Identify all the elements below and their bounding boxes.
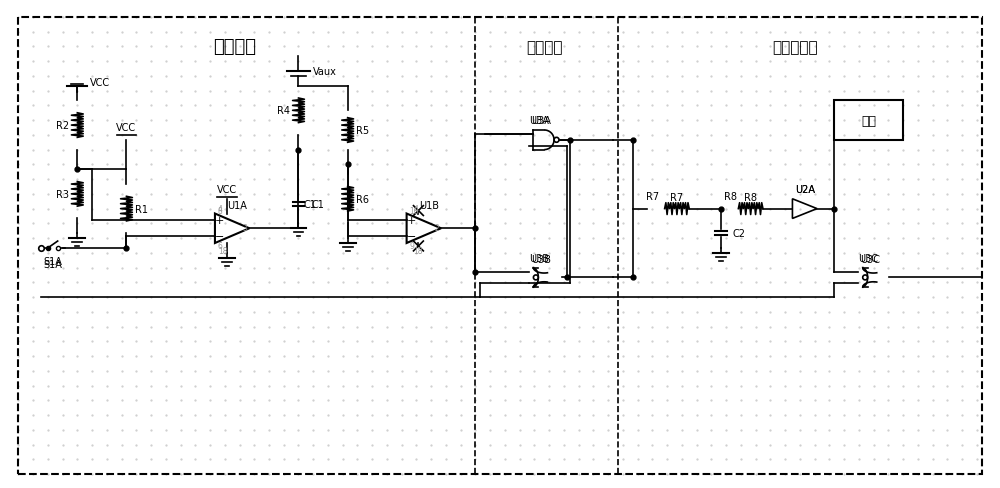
Text: +: + xyxy=(215,216,225,226)
Text: 8: 8 xyxy=(218,207,223,216)
Text: 2: 2 xyxy=(434,224,439,232)
Text: R6: R6 xyxy=(356,194,369,204)
Text: C1: C1 xyxy=(311,199,324,209)
Text: 9: 9 xyxy=(410,242,414,250)
Text: VCC: VCC xyxy=(116,122,137,133)
Text: U3B: U3B xyxy=(529,253,549,263)
Text: −: − xyxy=(215,232,225,242)
Text: R8: R8 xyxy=(744,192,757,203)
Text: R7: R7 xyxy=(646,191,659,202)
Text: R2: R2 xyxy=(56,121,69,131)
Text: U3A: U3A xyxy=(529,116,549,126)
Text: −: − xyxy=(407,232,416,242)
Text: Vaux: Vaux xyxy=(313,67,337,77)
Text: R5: R5 xyxy=(356,126,369,136)
Text: 控制门电路: 控制门电路 xyxy=(772,40,818,55)
Text: 4: 4 xyxy=(413,204,418,214)
Text: R1: R1 xyxy=(135,204,148,214)
Text: 3: 3 xyxy=(243,224,247,232)
Text: 18: 18 xyxy=(413,247,423,256)
Text: 比较监控: 比较监控 xyxy=(213,39,256,56)
Text: S1A: S1A xyxy=(43,256,62,266)
Text: U3C: U3C xyxy=(859,253,879,263)
Text: VCC: VCC xyxy=(90,78,110,88)
Text: U2A: U2A xyxy=(795,184,815,194)
Text: R7: R7 xyxy=(670,192,683,203)
Text: 18: 18 xyxy=(218,247,227,256)
Text: S1A: S1A xyxy=(43,259,62,269)
Text: U1A: U1A xyxy=(227,200,247,210)
Text: 4: 4 xyxy=(218,204,223,214)
Text: 6: 6 xyxy=(218,242,223,250)
Text: C1: C1 xyxy=(304,199,317,209)
Text: U1B: U1B xyxy=(419,200,439,210)
Text: C2: C2 xyxy=(733,229,746,239)
Text: +: + xyxy=(407,216,416,226)
Text: R3: R3 xyxy=(56,189,69,200)
Text: U3B: U3B xyxy=(531,254,551,264)
Text: 复位: 复位 xyxy=(861,114,876,127)
Text: U3C: U3C xyxy=(861,254,881,264)
Text: R4: R4 xyxy=(277,106,290,116)
Text: U3A: U3A xyxy=(531,116,551,126)
Text: VCC: VCC xyxy=(217,184,237,194)
Text: R8: R8 xyxy=(724,191,737,202)
Text: U2A: U2A xyxy=(795,184,815,194)
Text: 10: 10 xyxy=(410,207,419,216)
Text: 故障锁存: 故障锁存 xyxy=(526,40,562,55)
